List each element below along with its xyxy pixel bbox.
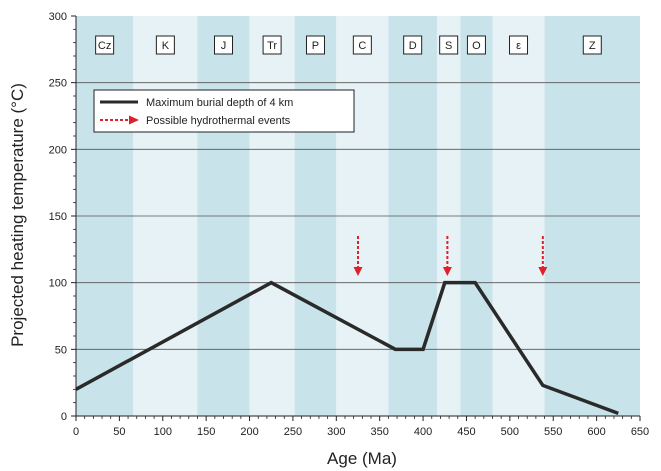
period-label: Z	[589, 40, 596, 52]
y-tick-label: 150	[49, 211, 67, 223]
x-tick-label: 450	[457, 426, 475, 438]
y-axis-title: Projected heating temperature (°C)	[8, 83, 27, 347]
period-label-box	[403, 35, 423, 55]
period-label: J	[221, 40, 227, 52]
x-tick-label: 0	[73, 426, 79, 438]
period-label-box	[305, 35, 325, 55]
period-label-box	[262, 35, 282, 55]
x-tick-label: 300	[327, 426, 345, 438]
x-tick-label: 500	[501, 426, 519, 438]
period-label-box	[352, 35, 372, 55]
y-tick-label: 250	[49, 78, 67, 90]
series-layer	[75, 280, 619, 415]
period-label: O	[472, 40, 481, 52]
x-tick-label: 150	[197, 426, 215, 438]
period-label-box	[439, 35, 459, 55]
x-tick-label: 600	[587, 426, 605, 438]
y-tick-label: 200	[49, 144, 67, 156]
period-label-box	[95, 35, 115, 55]
event-arrowhead	[353, 267, 363, 276]
period-label-box	[214, 35, 234, 55]
period-label: D	[409, 40, 417, 52]
legend-box	[93, 89, 355, 133]
y-tick-label: 0	[61, 411, 67, 423]
x-axis-title: Age (Ma)	[327, 449, 397, 468]
event-arrowhead	[442, 267, 452, 276]
x-tick-label: 200	[240, 426, 258, 438]
series-line-0	[75, 280, 619, 415]
period-label-box	[155, 35, 175, 55]
x-tick-label: 250	[284, 426, 302, 438]
y-tick-label: 300	[49, 11, 67, 23]
event-arrowhead	[538, 267, 548, 276]
x-tick-label: 400	[414, 426, 432, 438]
period-label: K	[162, 40, 170, 52]
x-tick-label: 350	[371, 426, 389, 438]
period-label: Cz	[98, 40, 111, 52]
period-label: C	[358, 40, 366, 52]
hydrothermal-event-arrows	[353, 236, 548, 276]
gridlines	[76, 82, 640, 350]
x-tick-label: 650	[631, 426, 649, 438]
x-tick-label: 550	[544, 426, 562, 438]
axes	[71, 15, 641, 421]
legend-arrowhead	[129, 115, 139, 125]
legend-events-label: Possible hydrothermal events	[146, 115, 291, 127]
period-label: ε	[516, 40, 521, 52]
period-label: P	[312, 40, 319, 52]
period-label: Tr	[267, 40, 277, 52]
x-tick-label: 50	[113, 426, 125, 438]
x-tick-label: 100	[154, 426, 172, 438]
y-tick-label: 50	[55, 344, 67, 356]
period-label-box	[582, 35, 602, 55]
legend-series-label: Maximum burial depth of 4 km	[146, 97, 293, 109]
period-label-box	[509, 35, 529, 55]
legend: Maximum burial depth of 4 km Possible hy…	[93, 89, 355, 133]
period-label: S	[445, 40, 452, 52]
period-label-box	[466, 35, 486, 55]
tick-labels: 0 50 100 150 200 250 300 350 400 450 500 550 600 650 0…	[49, 11, 650, 438]
y-tick-label: 100	[49, 278, 67, 290]
